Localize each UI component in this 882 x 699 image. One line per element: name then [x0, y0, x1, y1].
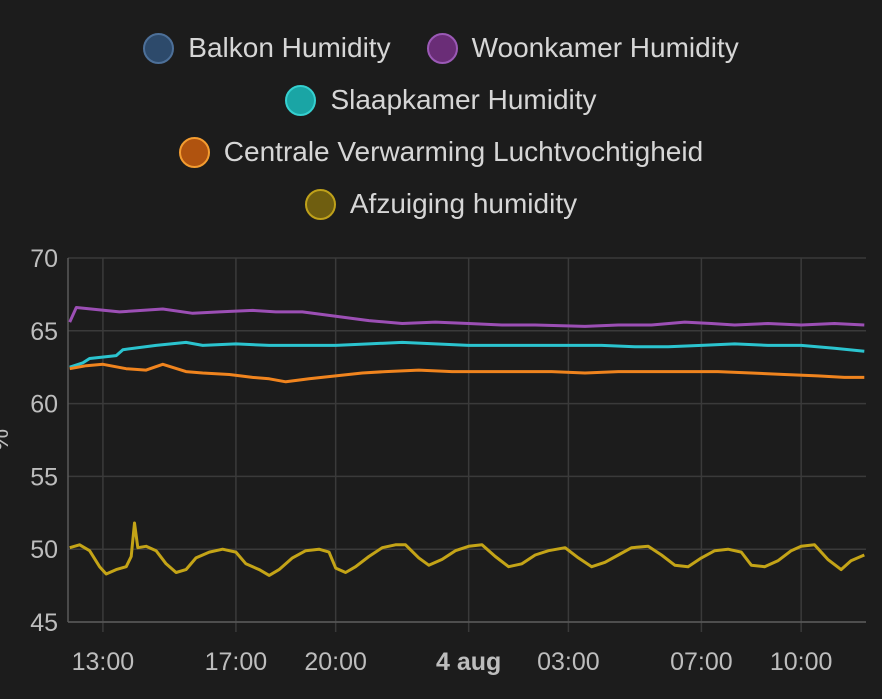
legend-label: Centrale Verwarming Luchtvochtigheid	[223, 136, 704, 167]
y-tick-label: 55	[30, 463, 58, 491]
x-tick-label: 13:00	[72, 648, 135, 676]
legend-label: Woonkamer Humidity	[471, 32, 739, 63]
legend-swatch	[426, 32, 458, 64]
x-tick-label: 17:00	[205, 648, 268, 676]
series-line-4	[69, 521, 865, 577]
legend-row: Slaapkamer Humidity	[0, 84, 882, 116]
legend-swatch	[178, 136, 210, 168]
legend-swatch	[285, 84, 317, 116]
y-tick-label: 60	[30, 391, 58, 419]
series-line-2	[69, 340, 865, 369]
legend-label: Balkon Humidity	[188, 32, 391, 63]
legend-item[interactable]: Woonkamer Humidity	[426, 32, 739, 64]
legend-item[interactable]: Balkon Humidity	[143, 32, 391, 64]
y-tick-label: 45	[30, 609, 58, 637]
legend-label: Slaapkamer Humidity	[330, 84, 597, 115]
x-tick-label: 20:00	[304, 648, 367, 676]
legend-swatch	[304, 188, 336, 220]
legend-item[interactable]: Slaapkamer Humidity	[285, 84, 597, 116]
legend-row: Balkon Humidity Woonkamer Humidity	[0, 32, 882, 64]
y-tick-label: 50	[30, 536, 58, 564]
legend-item[interactable]: Afzuiging humidity	[304, 188, 578, 220]
x-tick-label: 10:00	[770, 648, 833, 676]
y-axis-label: %	[0, 429, 14, 451]
x-tick-label: 4 aug	[436, 648, 501, 676]
legend-row: Afzuiging humidity	[0, 188, 882, 220]
y-tick-label: 70	[30, 245, 58, 273]
legend-row: Centrale Verwarming Luchtvochtigheid	[0, 136, 882, 168]
legend-item[interactable]: Centrale Verwarming Luchtvochtigheid	[178, 136, 704, 168]
y-tick-label: 65	[30, 318, 58, 346]
x-tick-label: 07:00	[670, 648, 733, 676]
series-line-3	[69, 362, 865, 384]
legend-label: Afzuiging humidity	[349, 188, 578, 219]
legend-swatch	[143, 32, 175, 64]
series-line-1	[68, 306, 865, 328]
x-tick-label: 03:00	[537, 648, 600, 676]
